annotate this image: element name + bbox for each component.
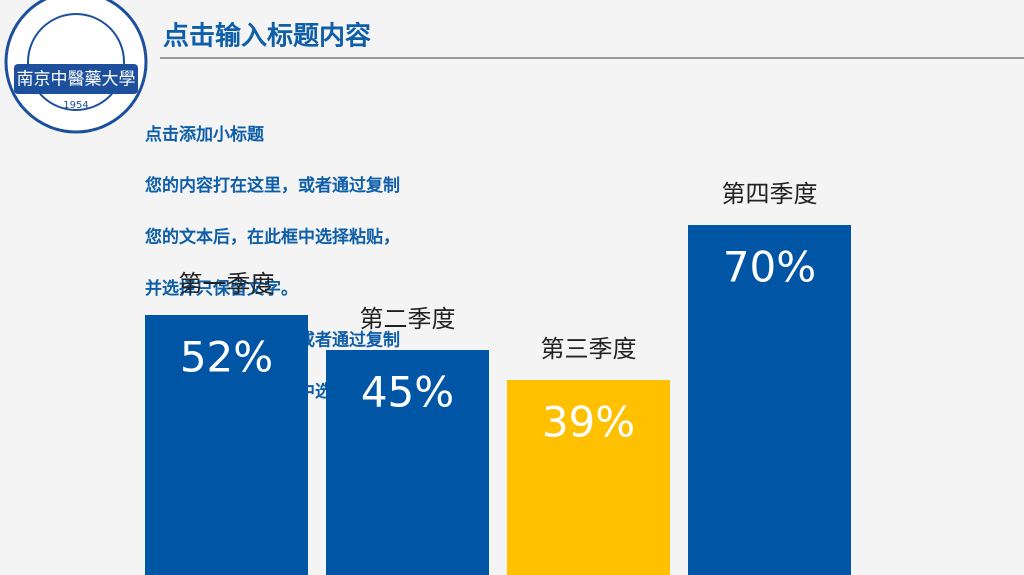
logo-band xyxy=(14,64,138,94)
logo-globe xyxy=(27,13,125,111)
value-label: 45% xyxy=(361,368,454,417)
body-line: 并选择只保留文字。 xyxy=(145,278,298,299)
bar xyxy=(326,350,489,575)
value-label: 39% xyxy=(542,398,635,447)
logo-year: 1954 xyxy=(63,100,88,111)
bar xyxy=(688,225,851,575)
body-line: 您的文本后，在此框中选择粘贴， xyxy=(145,227,400,248)
bar xyxy=(507,380,670,575)
value-label: 70% xyxy=(723,243,816,292)
slide-title: 点击输入标题内容 xyxy=(163,21,371,52)
logo-name: 南京中醫藥大學 xyxy=(17,70,136,90)
logo: 南京中醫藥大學 1954 xyxy=(4,0,148,134)
body-line: 您的内容打在这里，或者通过复制 xyxy=(145,175,400,196)
category-label: 第三季度 xyxy=(541,335,637,363)
bar xyxy=(145,315,308,575)
category-label: 第二季度 xyxy=(360,305,456,333)
subtitle: 点击添加小标题 xyxy=(145,124,265,145)
value-label: 52% xyxy=(180,333,273,382)
category-label: 第四季度 xyxy=(722,180,818,208)
category-label: 第一季度 xyxy=(179,270,275,298)
